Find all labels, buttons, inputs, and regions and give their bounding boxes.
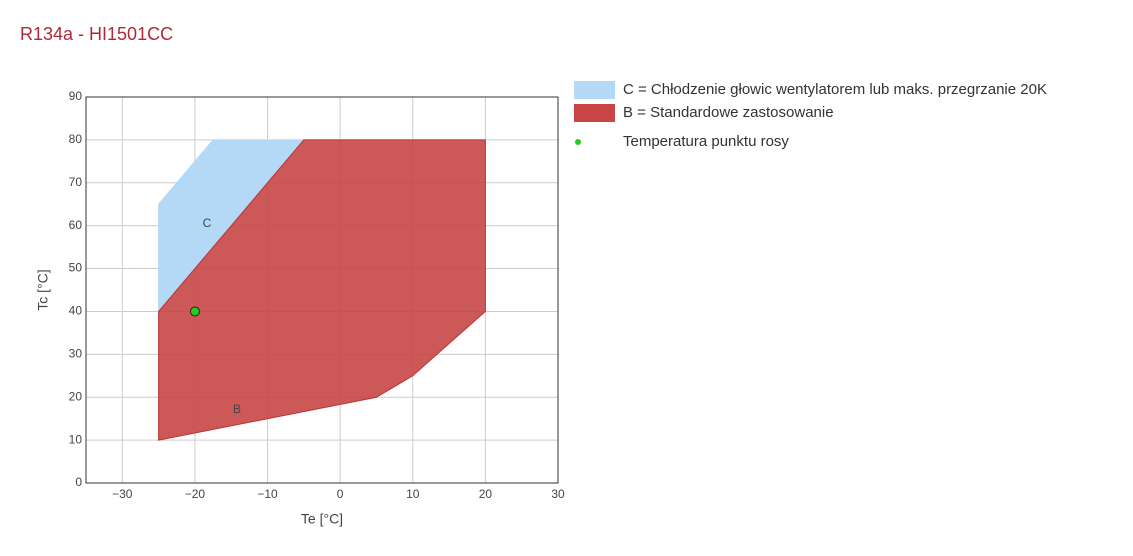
legend-label: B = Standardowe zastosowanie: [623, 104, 834, 121]
y-tick-label: 20: [69, 389, 83, 403]
chart-title: R134a - HI1501CC: [20, 24, 173, 44]
legend-label: Temperatura punktu rosy: [623, 133, 789, 150]
plot-frame: [85, 96, 559, 484]
y-tick-label: 60: [69, 218, 83, 232]
dew-point: [189, 306, 200, 317]
x-tick-label: −20: [185, 487, 206, 501]
legend-swatch: [574, 104, 615, 122]
y-axis-title: Tc [°C]: [35, 269, 51, 310]
y-tick-label: 40: [69, 304, 83, 318]
y-tick-label: 10: [69, 432, 83, 446]
area: [158, 139, 486, 441]
y-tick-label: 50: [69, 261, 83, 275]
annotation: B: [233, 402, 241, 416]
legend-swatch: [574, 81, 615, 99]
x-tick-label: −30: [112, 487, 133, 501]
legend-marker: [575, 139, 581, 145]
x-tick-label: −10: [257, 487, 278, 501]
x-tick-label: 20: [479, 487, 493, 501]
y-tick-label: 0: [75, 475, 82, 489]
legend-label: C = Chłodzenie głowic wentylatorem lub m…: [623, 81, 1047, 98]
x-tick-label: 0: [337, 487, 344, 501]
x-tick-label: 30: [551, 487, 565, 501]
y-tick-label: 70: [69, 175, 83, 189]
x-axis-title: Te [°C]: [301, 511, 343, 527]
annotation: C: [203, 216, 212, 230]
y-tick-label: 30: [69, 347, 83, 361]
y-tick-label: 90: [69, 89, 83, 103]
y-tick-label: 80: [69, 132, 83, 146]
x-tick-label: 10: [406, 487, 420, 501]
